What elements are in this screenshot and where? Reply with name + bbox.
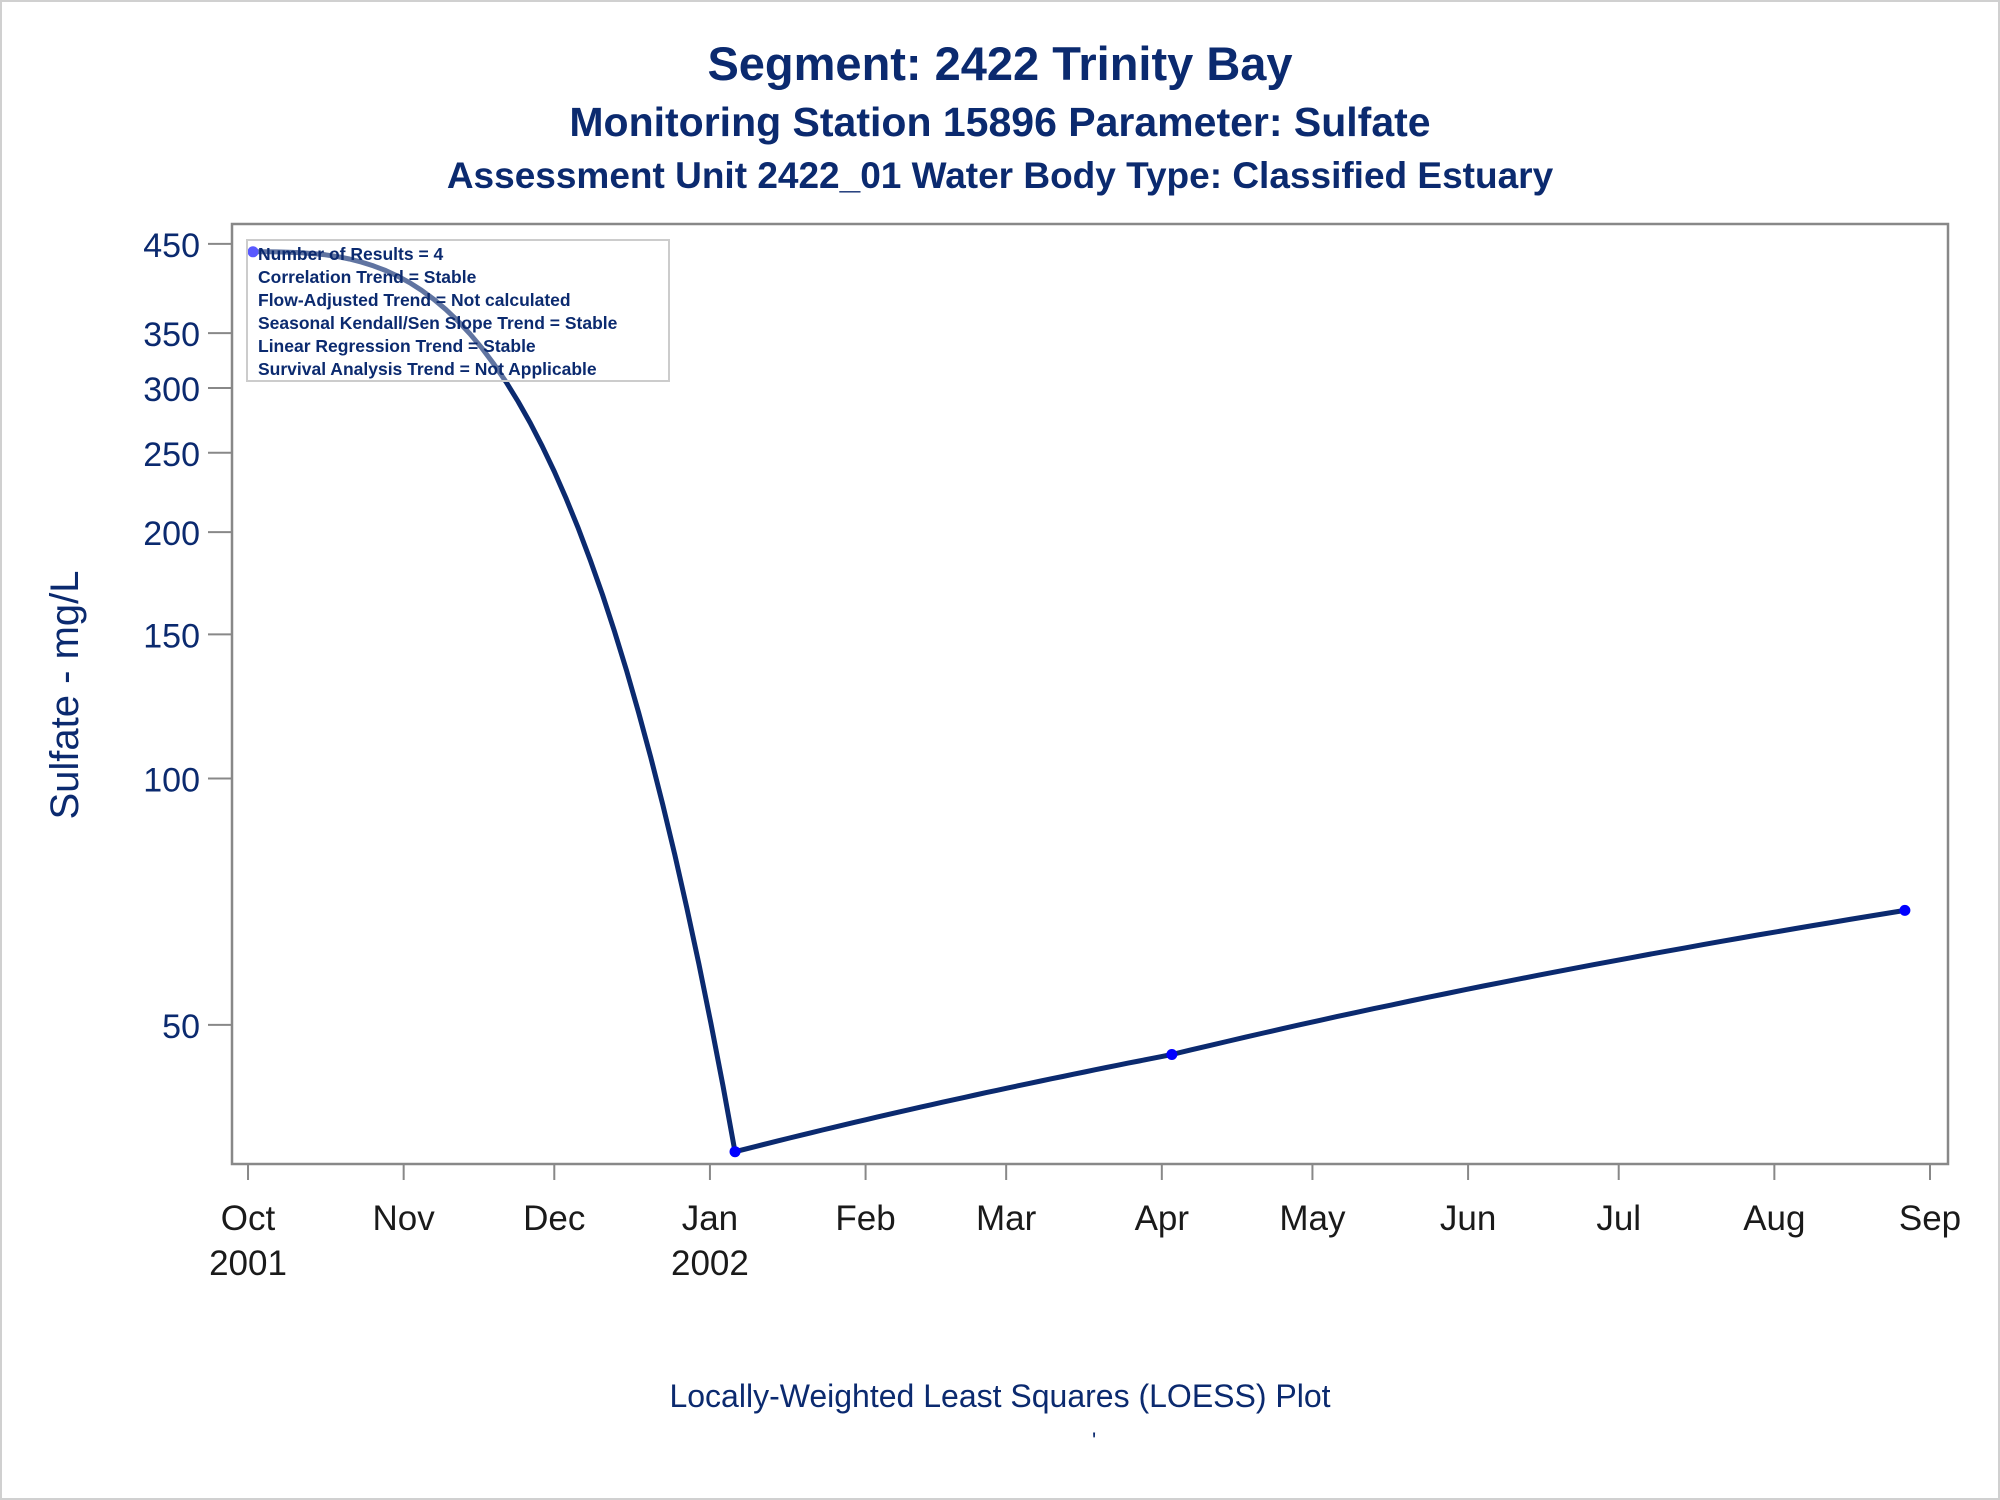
chart-subtitle: Monitoring Station 15896 Parameter: Sulf… — [569, 99, 1431, 145]
x-tick-label-month: Oct — [221, 1199, 276, 1238]
y-tick-label: 350 — [143, 316, 200, 354]
x-tick-label-month: Mar — [976, 1199, 1037, 1238]
data-point — [247, 246, 259, 258]
series-line-loess — [253, 249, 1906, 1155]
x-tick-label-month: Aug — [1743, 1199, 1805, 1238]
x-tick-label-month: Nov — [373, 1199, 436, 1238]
data-point — [1166, 1049, 1178, 1061]
stats-legend-line: Number of Results = 4 — [258, 244, 444, 264]
y-axis-label: Sulfate - mg/L — [43, 570, 87, 819]
x-axis-label: Locally-Weighted Least Squares (LOESS) P… — [669, 1378, 1331, 1414]
stats-legend-line: Flow-Adjusted Trend = Not calculated — [258, 290, 571, 310]
x-tick-label-month: Feb — [835, 1199, 895, 1238]
x-tick-label-year: 2001 — [209, 1244, 287, 1283]
stats-legend-line: Seasonal Kendall/Sen Slope Trend = Stabl… — [258, 313, 618, 333]
chart-subtitle-2: Assessment Unit 2422_01 Water Body Type:… — [446, 155, 1554, 196]
x-tick-label-month: Jun — [1440, 1199, 1496, 1238]
plot-border — [230, 222, 1950, 1166]
y-tick-label: 200 — [143, 515, 200, 553]
y-tick-label: 300 — [143, 371, 200, 409]
y-tick-label: 50 — [162, 1008, 200, 1046]
y-tick-label: 250 — [143, 436, 200, 474]
y-tick-label: 450 — [143, 227, 200, 265]
x-tick-label-month: Jul — [1596, 1199, 1641, 1238]
stats-legend-line: Linear Regression Trend = Stable — [258, 336, 536, 356]
x-tick-label-month: Jan — [682, 1199, 738, 1238]
stats-legend-box — [246, 239, 670, 382]
y-tick-label: 100 — [143, 761, 200, 799]
stats-legend-line: Survival Analysis Trend = Not Applicable — [258, 359, 597, 379]
x-tick-label-year: 2002 — [671, 1244, 749, 1283]
stats-legend-line: Correlation Trend = Stable — [258, 267, 477, 287]
y-tick-label: 150 — [143, 617, 200, 655]
plot-area: 50 100 150 200 250 300 350 450 Sulfate - mg/L Oct… — [43, 222, 1961, 1283]
data-point — [729, 1146, 741, 1158]
x-tick-label-month: Sep — [1899, 1199, 1961, 1238]
chart-title: Segment: 2422 Trinity Bay — [707, 37, 1293, 90]
stats-legend: Number of Results = 4 Correlation Trend =… — [246, 239, 670, 382]
footnote-mark: ' — [1092, 1428, 1097, 1453]
x-tick-label-month: Dec — [523, 1199, 585, 1238]
data-point — [1899, 904, 1911, 916]
x-tick-label-month: Apr — [1135, 1199, 1190, 1238]
x-tick-label-month: May — [1279, 1199, 1346, 1238]
